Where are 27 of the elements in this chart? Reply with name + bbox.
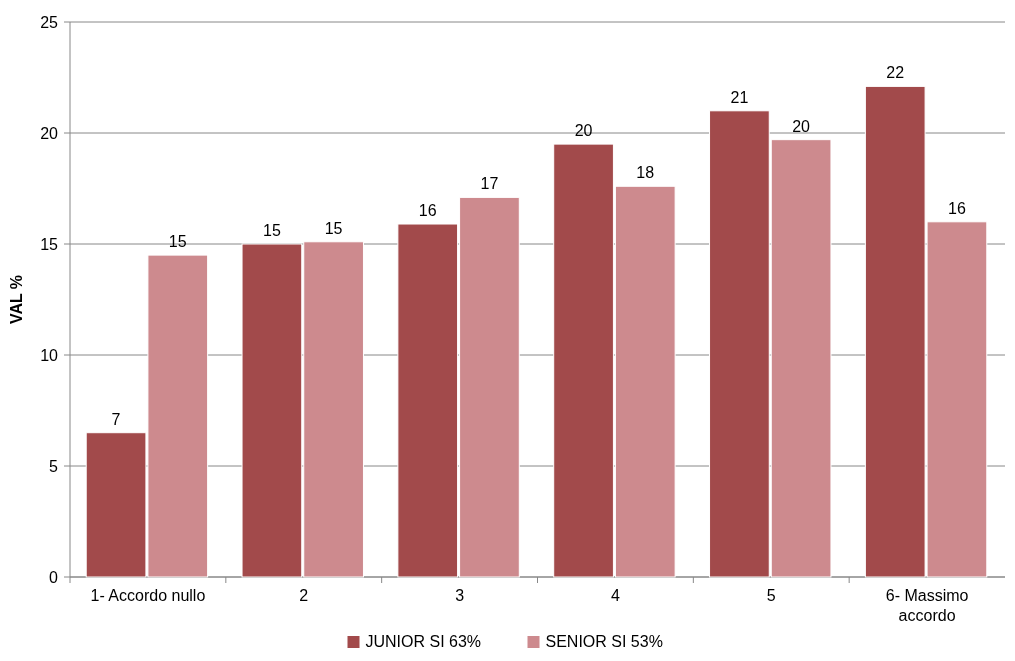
data-label: 15 xyxy=(168,233,187,251)
x-tick-label: 2 xyxy=(299,587,309,604)
data-label: 15 xyxy=(324,219,343,237)
data-label: 7 xyxy=(111,410,121,428)
data-label: 22 xyxy=(886,64,905,82)
data-label: 17 xyxy=(480,175,499,193)
y-tick-label: 15 xyxy=(40,235,59,253)
y-tick-label: 25 xyxy=(40,13,59,31)
data-label: 18 xyxy=(636,164,655,182)
data-label: 15 xyxy=(263,222,281,239)
data-label: 21 xyxy=(730,88,749,106)
y-tick-label: 5 xyxy=(49,457,59,475)
y-tick-label: 20 xyxy=(40,124,59,142)
x-tick-label: 4 xyxy=(610,587,620,604)
x-tick-label: 3 xyxy=(455,587,465,604)
data-label: 16 xyxy=(948,199,966,217)
y-axis-title: VAL % xyxy=(8,274,25,325)
legend-label: SENIOR SI 53% xyxy=(545,633,663,650)
x-tick-label: 6- Massimo accordo xyxy=(885,587,969,624)
y-tick-label: 0 xyxy=(49,568,59,586)
data-label: 20 xyxy=(792,117,811,135)
legend-label: JUNIOR SI 63% xyxy=(365,633,482,650)
x-tick-label: 5 xyxy=(766,587,776,604)
y-tick-label: 10 xyxy=(40,346,59,364)
data-label: 20 xyxy=(574,122,593,140)
data-label: 16 xyxy=(418,202,437,220)
x-tick-label: 1- Accordo nullo xyxy=(90,587,206,604)
